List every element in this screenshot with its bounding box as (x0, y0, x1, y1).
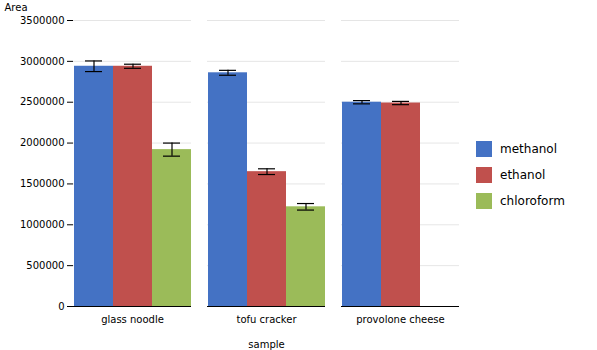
svg-text:sample: sample (248, 339, 284, 350)
html-text:methanol: methanol (500, 142, 557, 156)
svg-text:0: 0 (58, 301, 64, 312)
svg-text:provolone cheese: provolone cheese (356, 314, 444, 325)
svg-text:2000000: 2000000 (20, 137, 65, 148)
html-text:ethanol: ethanol (500, 168, 546, 182)
svg-text:3500000: 3500000 (20, 15, 65, 26)
svg-text:500000: 500000 (26, 260, 64, 271)
svg-text:1500000: 1500000 (20, 178, 65, 189)
svg-text:3000000: 3000000 (20, 56, 65, 67)
html-text:chloroform: chloroform (500, 194, 565, 208)
svg-text:Area: Area (5, 2, 28, 13)
svg-text:glass noodle: glass noodle (101, 314, 164, 325)
svg-text:2500000: 2500000 (20, 96, 65, 107)
svg-text:tofu cracker: tofu cracker (236, 314, 297, 325)
svg-text:1000000: 1000000 (20, 219, 65, 230)
